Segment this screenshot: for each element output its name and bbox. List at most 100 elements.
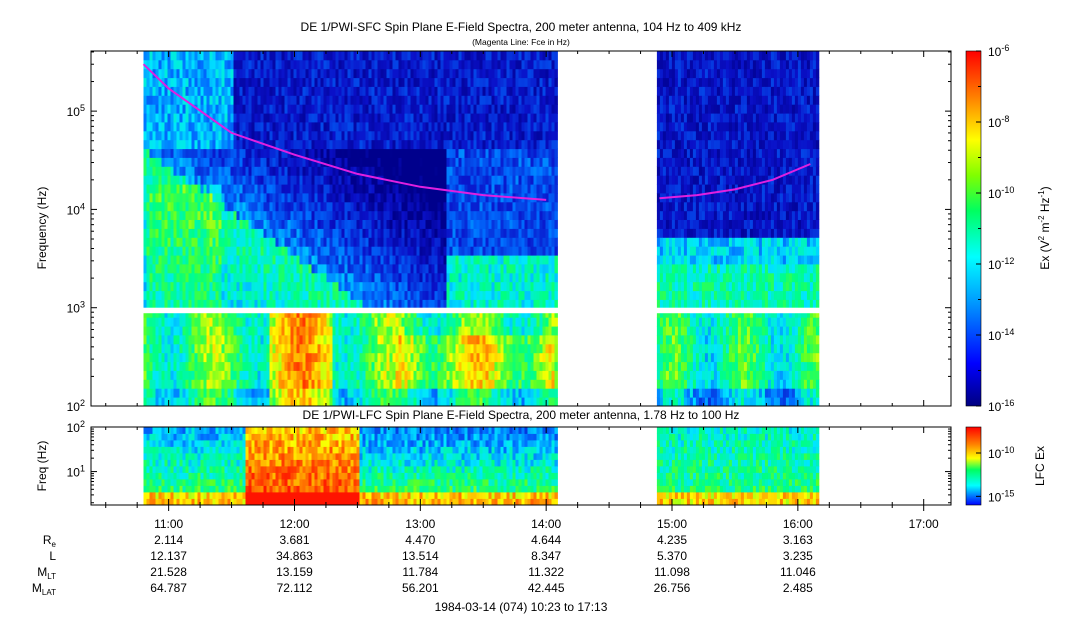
sfc-heat-cell: [155, 193, 159, 203]
sfc-heat-cell: [239, 68, 243, 79]
sfc-heat-cell: [422, 122, 426, 132]
sfc-heat-cell: [242, 51, 246, 61]
sfc-heat-cell: [155, 148, 159, 158]
sfc-heat-cell: [455, 290, 459, 300]
sfc-heat-cell: [329, 379, 333, 389]
sfc-heat-cell: [272, 184, 276, 194]
sfc-heat-cell: [362, 237, 366, 247]
sfc-heat-cell: [161, 201, 165, 212]
sfc-heat-cell: [203, 397, 207, 406]
sfc-heat-cell: [317, 370, 321, 380]
sfc-heat-cell: [227, 210, 231, 220]
sfc-heat-cell: [479, 299, 483, 309]
sfc-heat-cell: [149, 290, 153, 300]
sfc-heat-cell: [371, 370, 375, 380]
sfc-heat-cell: [458, 184, 462, 194]
sfc-heat-cell: [335, 148, 339, 158]
sfc-heat-cell: [197, 290, 201, 300]
sfc-heat-cell: [278, 51, 282, 61]
sfc-heat-cell: [407, 104, 411, 114]
sfc-heat-cell: [341, 272, 345, 283]
sfc-heat-cell: [488, 77, 492, 87]
sfc-heat-cell: [155, 246, 159, 256]
sfc-heat-cell: [392, 51, 396, 61]
sfc-heat-cell: [407, 326, 411, 336]
sfc-heat-cell: [263, 299, 267, 309]
sfc-heat-cell: [227, 352, 231, 363]
sfc-heat-cell: [293, 193, 297, 203]
sfc-heat-cell: [374, 184, 378, 194]
sfc-heat-cell: [347, 68, 351, 79]
sfc-heat-cell: [410, 343, 414, 354]
sfc-heat-cell: [425, 122, 429, 132]
sfc-heat-cell: [491, 246, 495, 256]
sfc-heat-cell: [146, 201, 150, 212]
sfc-heat-cell: [200, 272, 204, 283]
sfc-heat-cell: [419, 397, 423, 406]
sfc-heat-cell: [428, 326, 432, 336]
sfc-heat-cell: [386, 388, 390, 398]
sfc-heat-cell: [404, 335, 408, 345]
sfc-heat-cell: [305, 246, 309, 256]
sfc-heat-cell: [227, 326, 231, 336]
sfc-heat-cell: [158, 95, 162, 105]
sfc-heat-cell: [359, 201, 363, 212]
sfc-heat-cell: [347, 290, 351, 300]
sfc-heat-cell: [227, 77, 231, 87]
sfc-heat-cell: [305, 210, 309, 220]
sfc-heat-cell: [479, 370, 483, 380]
sfc-heat-cell: [170, 290, 174, 300]
sfc-heat-cell: [368, 343, 372, 354]
sfc-heat-cell: [437, 193, 441, 203]
sfc-heat-cell: [290, 281, 294, 292]
sfc-heat-cell: [398, 122, 402, 132]
sfc-heat-cell: [491, 228, 495, 238]
sfc-heat-cell: [446, 184, 450, 194]
sfc-heat-cell: [446, 326, 450, 336]
sfc-heat-cell: [272, 397, 276, 406]
sfc-heat-cell: [212, 166, 216, 176]
sfc-heat-cell: [443, 326, 447, 336]
sfc-heat-cell: [278, 122, 282, 132]
sfc-heat-cell: [359, 95, 363, 105]
sfc-heat-cell: [191, 86, 195, 96]
sfc-heat-cell: [482, 255, 486, 265]
sfc-heat-cell: [329, 59, 333, 70]
sfc-heat-cell: [332, 264, 336, 274]
sfc-heat-cell: [338, 281, 342, 292]
sfc-heat-cell: [299, 77, 303, 87]
sfc-heat-cell: [503, 290, 507, 300]
sfc-heat-cell: [365, 184, 369, 194]
sfc-heat-cell: [179, 113, 183, 123]
sfc-heat-cell: [503, 255, 507, 265]
sfc-heat-cell: [326, 326, 330, 336]
sfc-heat-cell: [305, 122, 309, 132]
sfc-heat-cell: [167, 104, 171, 114]
sfc-heat-cell: [347, 51, 351, 61]
sfc-heat-cell: [278, 299, 282, 309]
sfc-heat-cell: [410, 361, 414, 371]
sfc-heat-cell: [335, 361, 339, 371]
sfc-heat-cell: [287, 77, 291, 87]
sfc-heat-cell: [254, 175, 258, 185]
sfc-heat-cell: [476, 281, 480, 292]
sfc-heat-cell: [374, 113, 378, 123]
sfc-heat-cell: [488, 290, 492, 300]
sfc-heat-cell: [356, 370, 360, 380]
sfc-heat-cell: [275, 130, 279, 141]
sfc-heat-cell: [179, 397, 183, 406]
sfc-heat-cell: [275, 388, 279, 398]
sfc-heat-cell: [356, 210, 360, 220]
sfc-heat-cell: [152, 51, 156, 61]
sfc-heat-cell: [449, 148, 453, 158]
sfc-heat-cell: [443, 51, 447, 61]
sfc-heat-cell: [377, 388, 381, 398]
sfc-heat-cell: [479, 397, 483, 406]
sfc-heat-cell: [431, 264, 435, 274]
sfc-heat-cell: [164, 210, 168, 220]
sfc-heat-cell: [512, 59, 516, 70]
sfc-heat-cell: [314, 379, 318, 389]
sfc-heat-cell: [440, 290, 444, 300]
sfc-heat-cell: [407, 51, 411, 61]
sfc-heat-cell: [287, 397, 291, 406]
